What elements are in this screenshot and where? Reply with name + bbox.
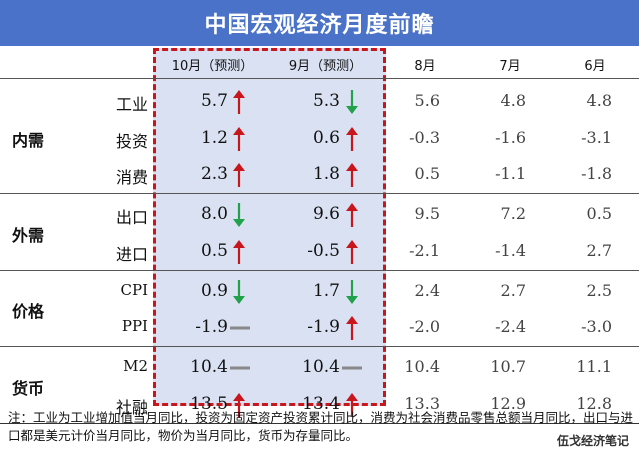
flat-dash-icon xyxy=(342,366,362,370)
up-arrow-icon xyxy=(346,203,358,228)
forecast-oct-value: 0.5 xyxy=(200,240,228,261)
up-arrow-icon xyxy=(233,239,245,264)
forecast-oct-value: 5.7 xyxy=(200,91,228,112)
group-label: 内需 xyxy=(12,130,45,150)
forecast-sep-value: -1.9 xyxy=(307,317,340,338)
jul-value: 12.9 xyxy=(490,393,526,413)
forecast-sep-value: 1.7 xyxy=(312,280,340,301)
forecast-sep-value: 9.6 xyxy=(312,204,340,225)
column-header: 8月 xyxy=(414,58,436,74)
jul-value: -1.6 xyxy=(495,127,526,147)
group-label: 外需 xyxy=(12,225,45,245)
indicator-label: 进口 xyxy=(115,244,148,264)
aug-value: 10.4 xyxy=(404,357,440,377)
aug-value: 0.5 xyxy=(414,164,440,184)
down-arrow-icon xyxy=(233,203,245,228)
forecast-oct-value: 0.9 xyxy=(200,280,228,301)
jun-value: 2.7 xyxy=(586,240,612,260)
jun-value: -3.0 xyxy=(581,317,612,337)
indicator-label: CPI xyxy=(120,280,149,299)
forecast-sep-value: 0.6 xyxy=(312,127,340,148)
jun-value: 2.5 xyxy=(586,280,612,300)
up-arrow-icon xyxy=(233,90,245,115)
jul-value: 10.7 xyxy=(490,357,526,377)
indicator-label: 社融 xyxy=(115,397,148,417)
aug-value: -0.3 xyxy=(409,127,440,147)
jun-value: -1.8 xyxy=(581,164,612,184)
up-arrow-icon xyxy=(346,163,358,188)
up-arrow-icon xyxy=(346,239,358,264)
up-arrow-icon xyxy=(346,316,358,341)
aug-value: 9.5 xyxy=(414,204,440,224)
aug-value: -2.0 xyxy=(409,317,440,337)
forecast-oct-value: 8.0 xyxy=(200,204,228,225)
jun-value: 12.8 xyxy=(576,393,612,413)
forecast-oct-value: 2.3 xyxy=(200,164,228,185)
jun-value: -3.1 xyxy=(581,127,612,147)
up-arrow-icon xyxy=(233,392,245,417)
jun-value: 4.8 xyxy=(586,91,612,111)
indicator-label: 投资 xyxy=(115,131,148,151)
up-arrow-icon xyxy=(346,126,358,151)
down-arrow-icon xyxy=(346,279,358,304)
flat-dash-icon xyxy=(230,326,250,330)
forecast-oct-value: -1.9 xyxy=(195,317,228,338)
indicator-label: 消费 xyxy=(115,168,148,188)
column-header: 6月 xyxy=(584,58,606,74)
aug-value: 5.6 xyxy=(414,91,440,111)
jul-value: -2.4 xyxy=(495,317,526,337)
indicator-label: 工业 xyxy=(115,95,148,115)
row-divider xyxy=(0,269,639,271)
forecast-oct-value: 10.4 xyxy=(190,357,228,378)
forecast-sep-value: 5.3 xyxy=(312,91,340,112)
aug-value: 2.4 xyxy=(414,280,440,300)
page-title: 中国宏观经济月度前瞻 xyxy=(0,0,639,46)
down-arrow-icon xyxy=(233,279,245,304)
jul-value: -1.4 xyxy=(495,240,526,260)
jun-value: 0.5 xyxy=(586,204,612,224)
up-arrow-icon xyxy=(233,163,245,188)
forecast-oct-value: 13.5 xyxy=(190,393,228,414)
up-arrow-icon xyxy=(233,126,245,151)
brand-label: 伍戈经济笔记 xyxy=(556,434,629,448)
indicator-label: 出口 xyxy=(115,208,148,228)
indicator-label: M2 xyxy=(123,357,148,376)
jul-value: -1.1 xyxy=(495,164,526,184)
column-header: 10月（预测） xyxy=(171,58,254,74)
flat-dash-icon xyxy=(230,366,250,370)
forecast-sep-value: 10.4 xyxy=(302,357,340,378)
forecast-sep-value: 1.8 xyxy=(312,164,340,185)
indicator-label: PPI xyxy=(121,317,148,336)
jul-value: 2.7 xyxy=(500,280,526,300)
aug-value: -2.1 xyxy=(409,240,440,260)
jul-value: 4.8 xyxy=(500,91,526,111)
forecast-sep-value: -0.5 xyxy=(307,240,340,261)
column-header: 9月（预测） xyxy=(288,58,363,74)
up-arrow-icon xyxy=(346,392,358,417)
jul-value: 7.2 xyxy=(500,204,526,224)
forecast-oct-value: 1.2 xyxy=(200,127,228,148)
row-divider xyxy=(0,346,639,348)
column-header: 7月 xyxy=(499,58,521,74)
group-label: 货币 xyxy=(12,378,45,398)
row-divider xyxy=(0,193,639,195)
row-divider xyxy=(0,422,639,424)
group-label: 价格 xyxy=(12,302,45,321)
jun-value: 11.1 xyxy=(576,357,612,377)
aug-value: 13.3 xyxy=(404,393,440,413)
row-divider xyxy=(0,78,639,79)
footnote: 注：工业为工业增加值当月同比，投资为固定资产投资累计同比，消费为社会消费品零售总… xyxy=(8,410,634,443)
forecast-sep-value: 13.4 xyxy=(302,393,340,414)
down-arrow-icon xyxy=(346,90,358,115)
